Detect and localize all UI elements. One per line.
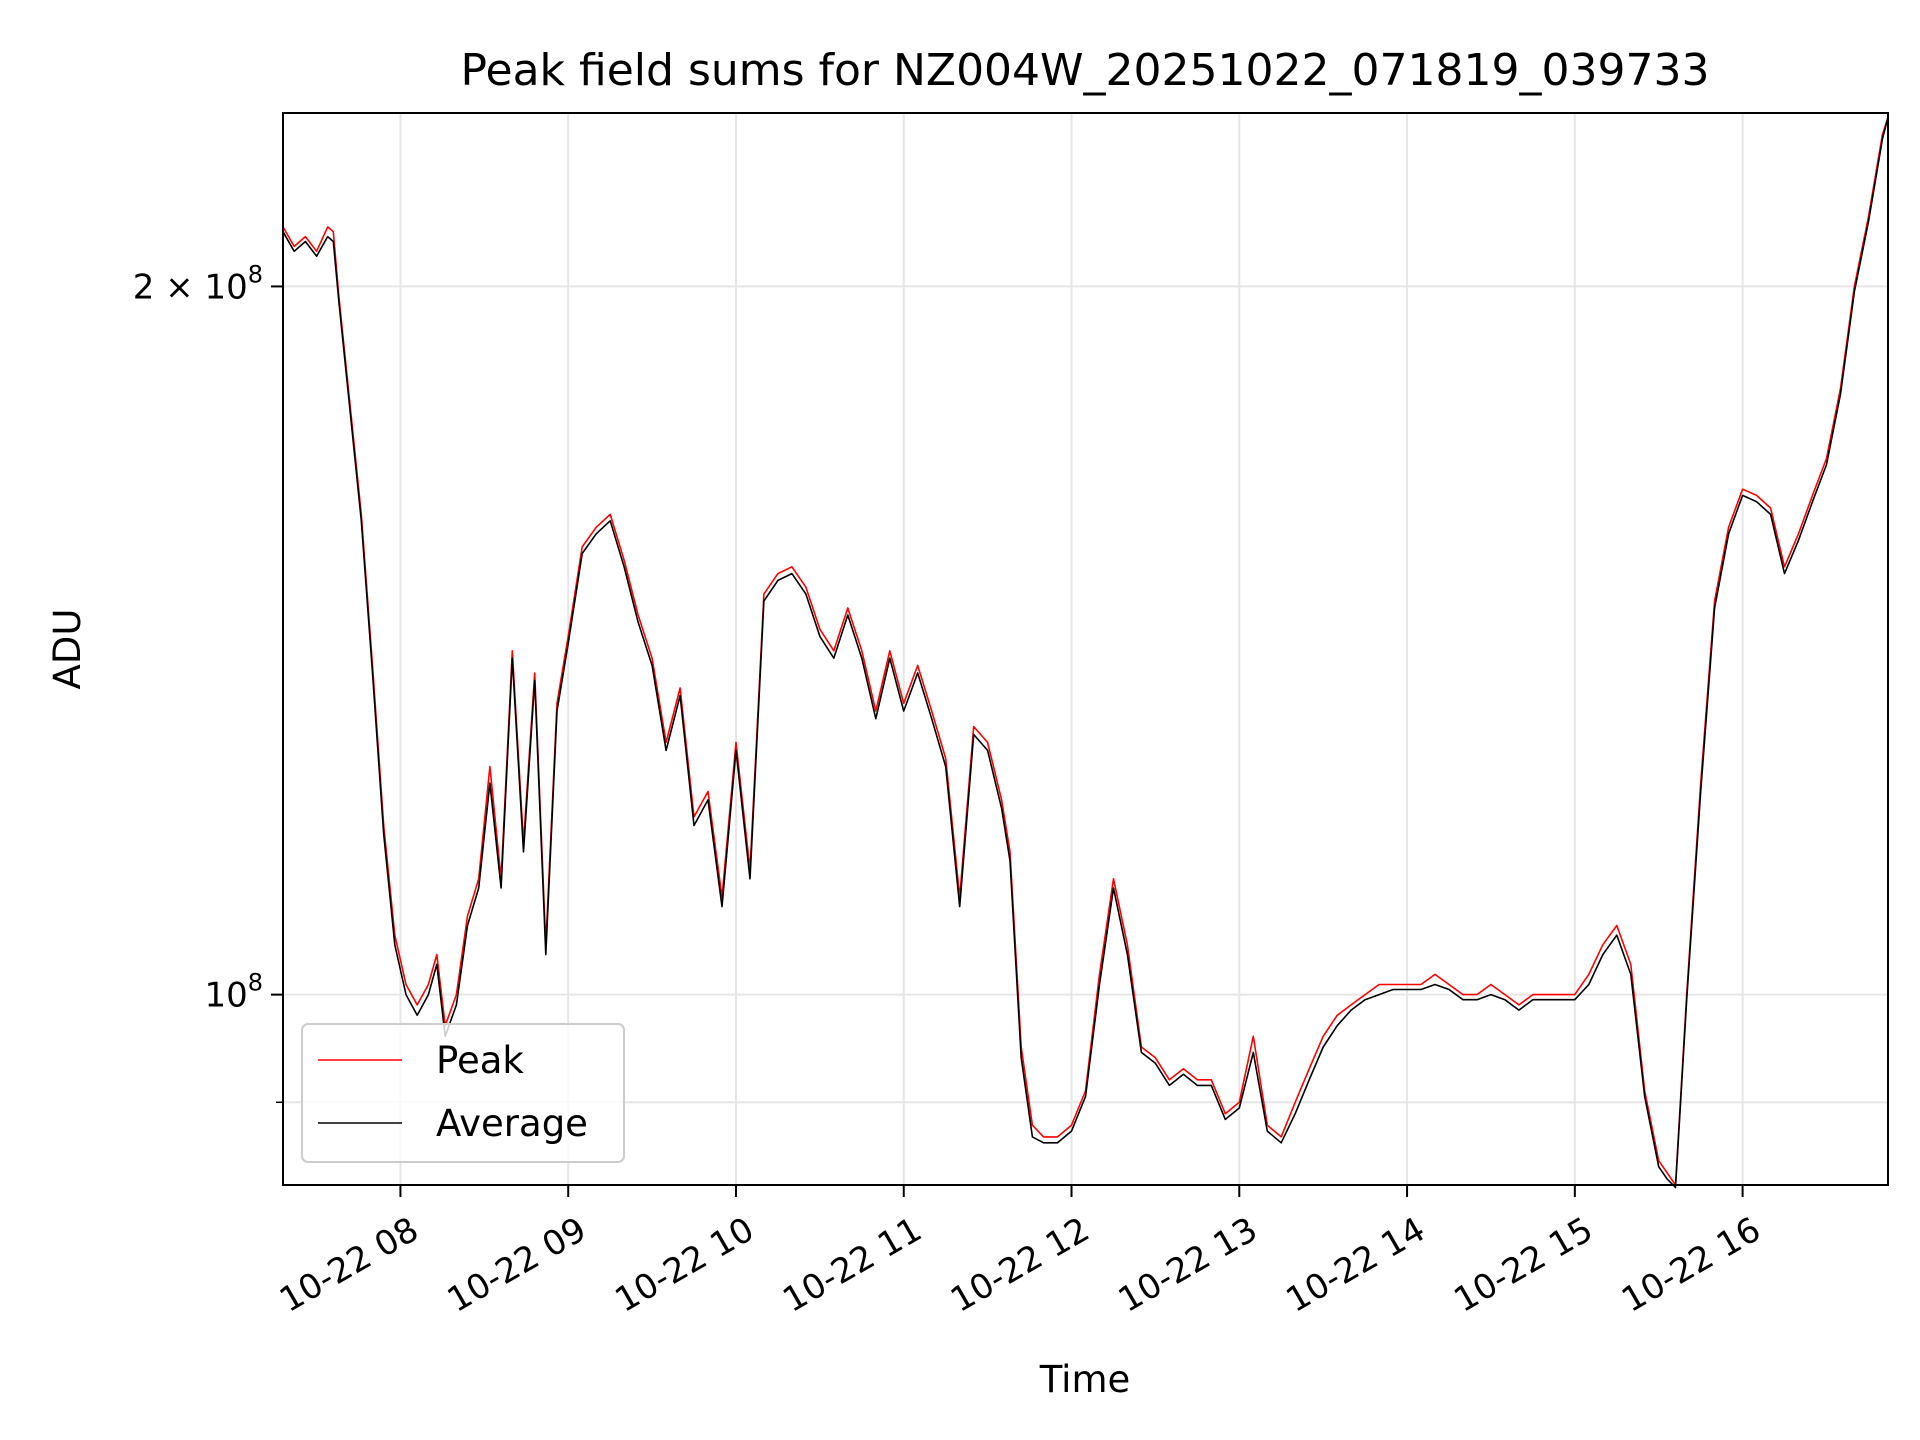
- series-line-average: [282, 117, 1889, 1189]
- y-axis-label: ADU: [46, 609, 89, 690]
- legend-box: [301, 1023, 625, 1163]
- legend-peak-label: Peak: [436, 1039, 524, 1082]
- y-tick-label-base: 10: [204, 976, 247, 1016]
- series-layer: [282, 117, 1889, 1189]
- y-tick-label-exponent: 8: [248, 260, 263, 288]
- legend: Peak Average: [301, 1023, 625, 1163]
- y-tick-label-exponent: 8: [248, 969, 263, 997]
- legend-average-label: Average: [436, 1102, 588, 1145]
- chart-title: Peak field sums for NZ004W_20251022_0718…: [461, 45, 1710, 96]
- plot-frame: [282, 112, 1889, 1186]
- series-line-peak: [282, 117, 1889, 1186]
- y-tick-label-base: 2 × 10: [133, 267, 248, 307]
- y-tick-label: 108: [204, 969, 263, 1016]
- y-tick-label: 2 × 108: [133, 260, 263, 307]
- x-axis-label: Time: [1039, 1358, 1131, 1401]
